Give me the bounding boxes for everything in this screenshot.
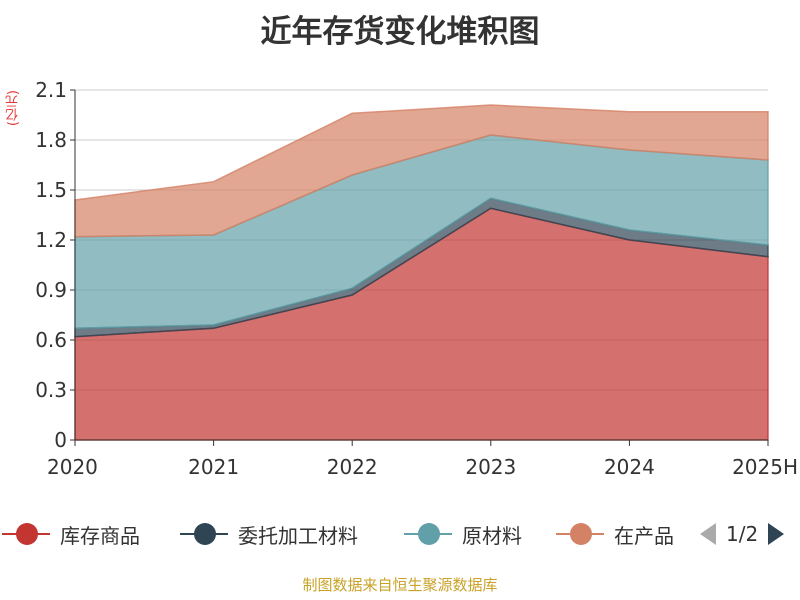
source-note: 制图数据来自恒生聚源数据库 — [302, 576, 498, 594]
y-tick-label-4: 1.2 — [35, 228, 67, 252]
chart-title: 近年存货变化堆积图 — [260, 14, 540, 50]
legend-item-3[interactable]: 在产品 — [556, 516, 684, 552]
y-tick-label-6: 1.8 — [35, 128, 67, 152]
legend: 库存商品 委托加工材料 原材料 在产品 — [0, 516, 800, 552]
legend-next-page-icon[interactable] — [768, 523, 785, 545]
legend-page-indicator: 1/2 — [726, 522, 759, 546]
legend-item-0[interactable]: 库存商品 — [2, 516, 140, 552]
legend-line-1 — [180, 523, 228, 545]
y-tick-label-1: 0.3 — [35, 378, 67, 402]
legend-label-2: 原材料 — [462, 523, 522, 548]
legend-line-0 — [2, 523, 50, 545]
y-tick-label-0: 0 — [54, 428, 67, 452]
legend-pager: 1/2 — [700, 516, 785, 552]
y-tick-label-2: 0.6 — [35, 328, 67, 352]
x-tick-label-5: 2025H — [732, 455, 798, 479]
y-tick-label-7: 2.1 — [35, 78, 67, 102]
legend-line-3 — [556, 523, 604, 545]
x-tick-label-2: 2022 — [327, 455, 378, 479]
legend-label-3: 在产品 — [614, 523, 674, 548]
x-tick-label-0: 2020 — [47, 455, 98, 479]
y-tick-label-3: 0.9 — [35, 278, 67, 302]
y-tick-label-5: 1.5 — [35, 178, 67, 202]
legend-prev-page-icon[interactable] — [700, 523, 716, 545]
legend-label-0: 库存商品 — [60, 523, 140, 548]
x-tick-label-4: 2024 — [604, 455, 655, 479]
legend-marker-1 — [194, 523, 216, 545]
legend-marker-2 — [418, 523, 440, 545]
legend-item-1[interactable]: 委托加工材料 — [180, 516, 358, 552]
x-tick-label-1: 2021 — [188, 455, 239, 479]
area-series-3 — [74, 104, 769, 238]
x-tick-label-3: 2023 — [465, 455, 516, 479]
legend-item-2[interactable]: 原材料 — [404, 516, 522, 552]
legend-label-1: 委托加工材料 — [238, 523, 358, 548]
legend-marker-3 — [570, 523, 592, 545]
legend-line-2 — [404, 523, 452, 545]
legend-marker-0 — [16, 523, 38, 545]
